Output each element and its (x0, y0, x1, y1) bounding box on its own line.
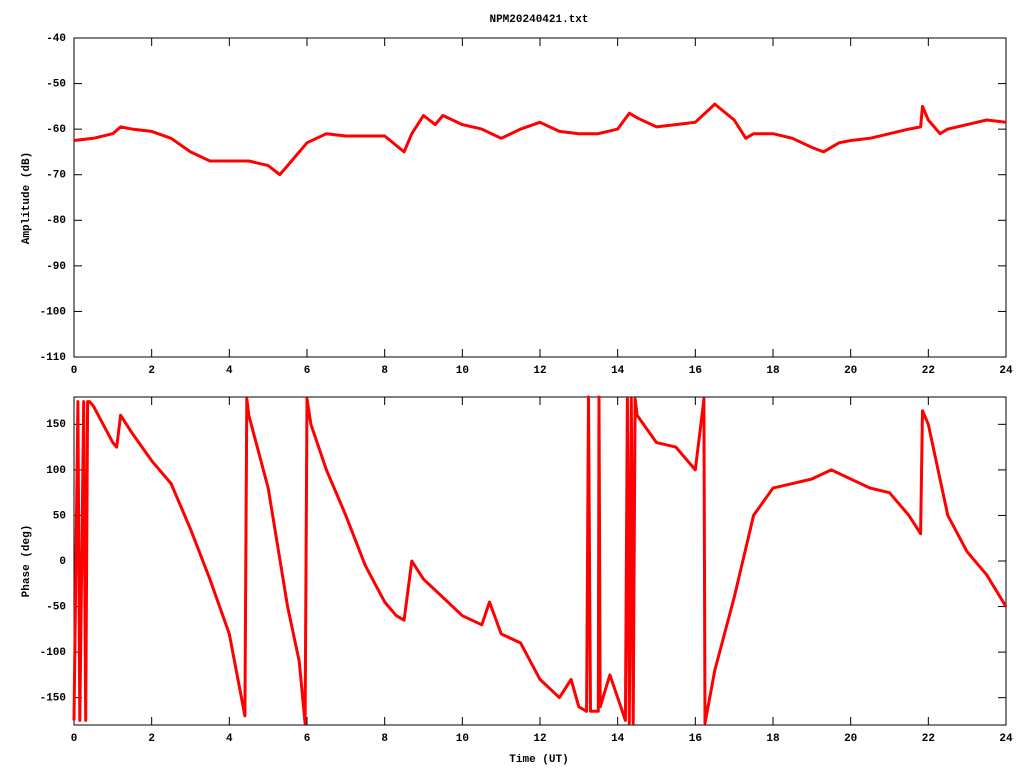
x-tick-label: 18 (766, 733, 780, 745)
data-line (73, 102, 1007, 177)
y-tick-label: -150 (40, 693, 66, 705)
y-tick-label: -70 (46, 170, 66, 182)
x-tick-label: 20 (844, 733, 857, 745)
y-tick-label: -50 (46, 601, 66, 613)
x-tick-label: 20 (844, 365, 857, 377)
x-tick-label: 0 (71, 733, 78, 745)
x-tick-label: 24 (999, 365, 1013, 377)
chart-title: NPM20240421.txt (489, 14, 588, 26)
plot-frame (73, 396, 1007, 726)
y-axis-label: Phase (deg) (21, 525, 33, 598)
x-tick-label: 2 (148, 733, 155, 745)
x-tick-label: 22 (922, 365, 935, 377)
x-tick-label: 8 (381, 365, 388, 377)
x-tick-label: 16 (689, 733, 702, 745)
x-tick-label: 12 (533, 365, 546, 377)
y-tick-label: 150 (46, 419, 66, 431)
x-tick-label: 14 (611, 733, 625, 745)
y-tick-label: -40 (46, 33, 66, 45)
x-tick-label: 22 (922, 733, 935, 745)
x-tick-label: 6 (304, 365, 311, 377)
y-tick-label: -100 (40, 647, 66, 659)
y-tick-label: 0 (59, 556, 66, 568)
y-tick-label: 50 (53, 510, 66, 522)
y-tick-label: -80 (46, 215, 66, 227)
y-tick-label: -110 (40, 352, 66, 364)
y-tick-label: -60 (46, 124, 66, 136)
x-tick-label: 0 (71, 365, 78, 377)
x-tick-label: 4 (226, 733, 233, 745)
x-tick-label: 8 (381, 733, 388, 745)
x-tick-label: 4 (226, 365, 233, 377)
x-tick-label: 10 (456, 365, 469, 377)
x-tick-label: 18 (766, 365, 780, 377)
x-tick-label: 2 (148, 365, 155, 377)
y-tick-label: -50 (46, 78, 66, 90)
x-tick-label: 10 (456, 733, 469, 745)
y-axis-label: Amplitude (dB) (21, 152, 33, 244)
y-tick-label: 100 (46, 465, 66, 477)
x-tick-label: 6 (304, 733, 311, 745)
x-tick-label: 24 (999, 733, 1013, 745)
data-line (72, 395, 1008, 725)
y-tick-label: -100 (40, 306, 66, 318)
x-tick-label: 16 (689, 365, 702, 377)
x-axis-label: Time (UT) (509, 754, 568, 766)
x-tick-label: 14 (611, 365, 625, 377)
y-tick-label: -90 (46, 261, 66, 273)
plot-frame (73, 37, 1007, 358)
x-tick-label: 12 (533, 733, 546, 745)
